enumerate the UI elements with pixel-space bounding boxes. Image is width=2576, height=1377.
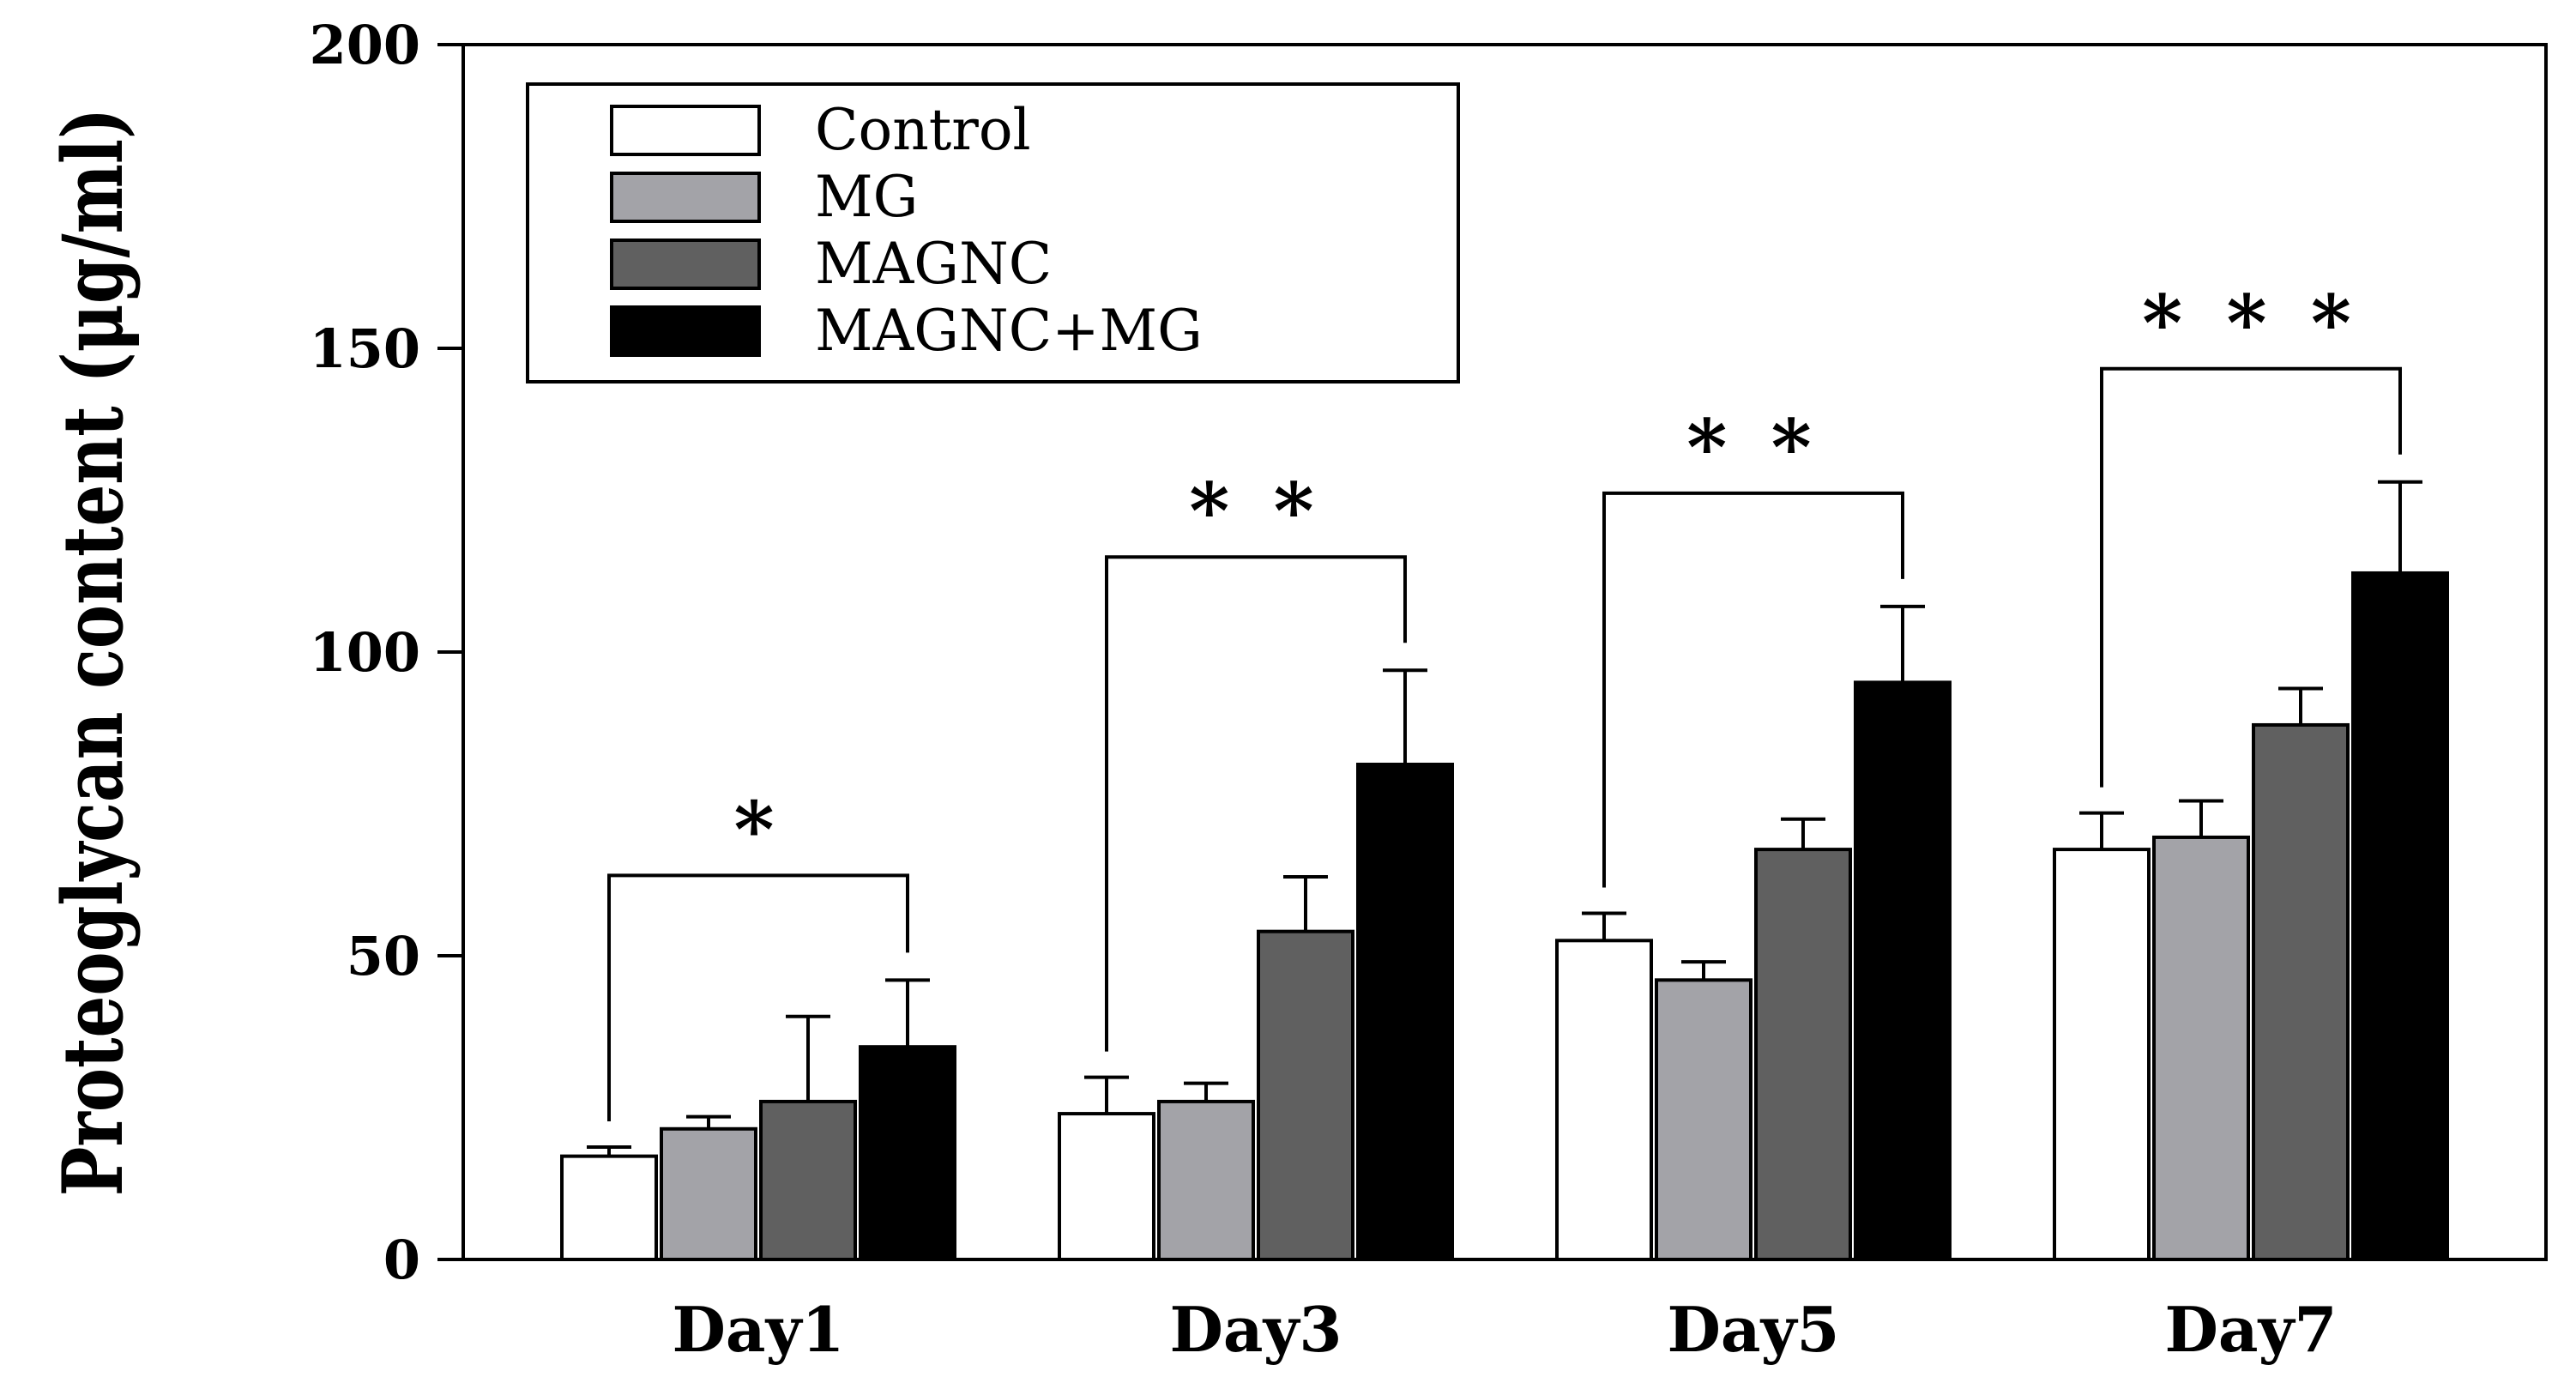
y-tick-label: 100 <box>310 621 420 684</box>
bar-mg-day5 <box>1655 978 1753 1261</box>
y-tick-label: 0 <box>383 1229 420 1291</box>
significance-bracket <box>2100 366 2402 788</box>
significance-label: * * * <box>2142 278 2360 369</box>
x-tick-label: Day5 <box>1667 1293 1839 1366</box>
x-tick-label: Day3 <box>1169 1293 1342 1366</box>
bar-control-day3 <box>1058 1112 1155 1261</box>
significance-bracket <box>1105 555 1407 1052</box>
bar-control-day5 <box>1555 939 1653 1262</box>
bar-magnc-day3 <box>1257 929 1354 1262</box>
legend-swatch-magnc-mg <box>610 305 761 357</box>
legend-swatch-control <box>610 105 761 156</box>
y-axis-label: Proteoglycan content (μg/ml) <box>44 108 142 1197</box>
y-tick-label: 150 <box>310 317 420 380</box>
significance-bracket <box>607 873 909 1122</box>
significance-label: * <box>733 784 782 875</box>
bar-magnc-mg-day7 <box>2351 571 2449 1261</box>
x-tick-label: Day7 <box>2164 1293 2337 1366</box>
legend-label-magnc-mg: MAGNC+MG <box>815 298 1203 364</box>
significance-label: * * <box>1189 466 1322 557</box>
y-tick-label: 50 <box>347 925 420 987</box>
bar-magnc-mg-day5 <box>1854 680 1952 1261</box>
bar-mg-day3 <box>1157 1099 1255 1262</box>
legend-label-magnc: MAGNC <box>815 231 1052 297</box>
x-tick-label: Day1 <box>672 1293 844 1366</box>
significance-label: * * <box>1686 402 1819 493</box>
significance-bracket <box>1602 491 1904 888</box>
legend-swatch-magnc <box>610 239 761 290</box>
bar-magnc-day1 <box>759 1099 857 1262</box>
bar-control-day1 <box>560 1154 658 1262</box>
bar-mg-day1 <box>660 1126 757 1262</box>
bar-magnc-mg-day1 <box>859 1045 956 1261</box>
y-tick-label: 200 <box>310 14 420 76</box>
bar-control-day7 <box>2053 848 2151 1261</box>
legend-label-control: Control <box>815 97 1031 163</box>
bar-magnc-mg-day3 <box>1356 762 1454 1261</box>
bar-magnc-day5 <box>1754 848 1852 1261</box>
bar-mg-day7 <box>2152 835 2250 1261</box>
bar-magnc-day7 <box>2252 722 2350 1261</box>
legend-label-mg: MG <box>815 164 918 230</box>
legend-swatch-mg <box>610 172 761 223</box>
